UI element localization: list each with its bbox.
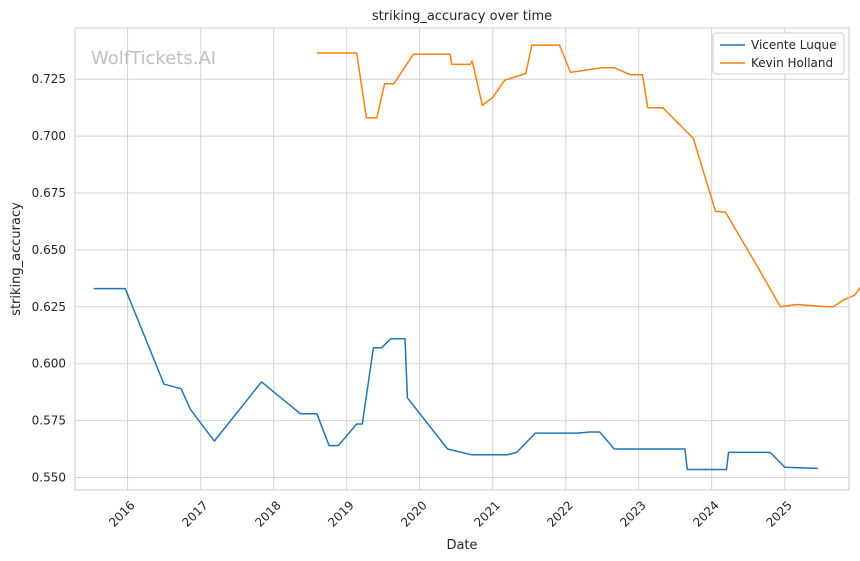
x-axis-title: Date — [446, 538, 477, 553]
x-tick-label: 2016 — [106, 498, 137, 529]
y-tick-label: 0.600 — [32, 357, 66, 371]
x-tick-label: 2023 — [617, 498, 648, 529]
y-tick-label: 0.625 — [32, 300, 66, 314]
y-tick-label: 0.550 — [32, 470, 66, 484]
y-tick-label: 0.725 — [32, 72, 66, 86]
x-tick-label: 2024 — [690, 498, 721, 529]
y-tick-label: 0.675 — [32, 186, 66, 200]
legend-label-vicente-luque: Vicente Luque — [751, 38, 836, 52]
legend-label-kevin-holland: Kevin Holland — [751, 56, 833, 70]
grid — [75, 28, 849, 490]
y-tick-label: 0.575 — [32, 414, 66, 428]
x-tick-label: 2020 — [398, 498, 429, 529]
plot-frame — [74, 27, 850, 491]
series-lines — [93, 44, 860, 471]
legend: Vicente Luque Kevin Holland — [712, 32, 845, 75]
x-tick-label: 2018 — [252, 498, 283, 529]
y-tick-label: 0.650 — [32, 243, 66, 257]
chart-title: striking_accuracy over time — [372, 9, 552, 24]
series-line-kevin-holland — [316, 44, 860, 308]
legend-box — [712, 32, 845, 75]
y-tick-label: 0.700 — [32, 129, 66, 143]
x-tick-label: 2022 — [544, 498, 575, 529]
x-tick-label: 2019 — [325, 498, 356, 529]
plot-background — [75, 28, 849, 490]
series-line-vicente-luque — [93, 287, 818, 471]
x-tick-label: 2021 — [471, 498, 502, 529]
x-tick-label: 2025 — [763, 498, 794, 529]
y-axis-title: striking_accuracy — [9, 202, 24, 316]
watermark-text: WolfTickets.AI — [91, 48, 216, 69]
x-tick-label: 2017 — [179, 498, 210, 529]
